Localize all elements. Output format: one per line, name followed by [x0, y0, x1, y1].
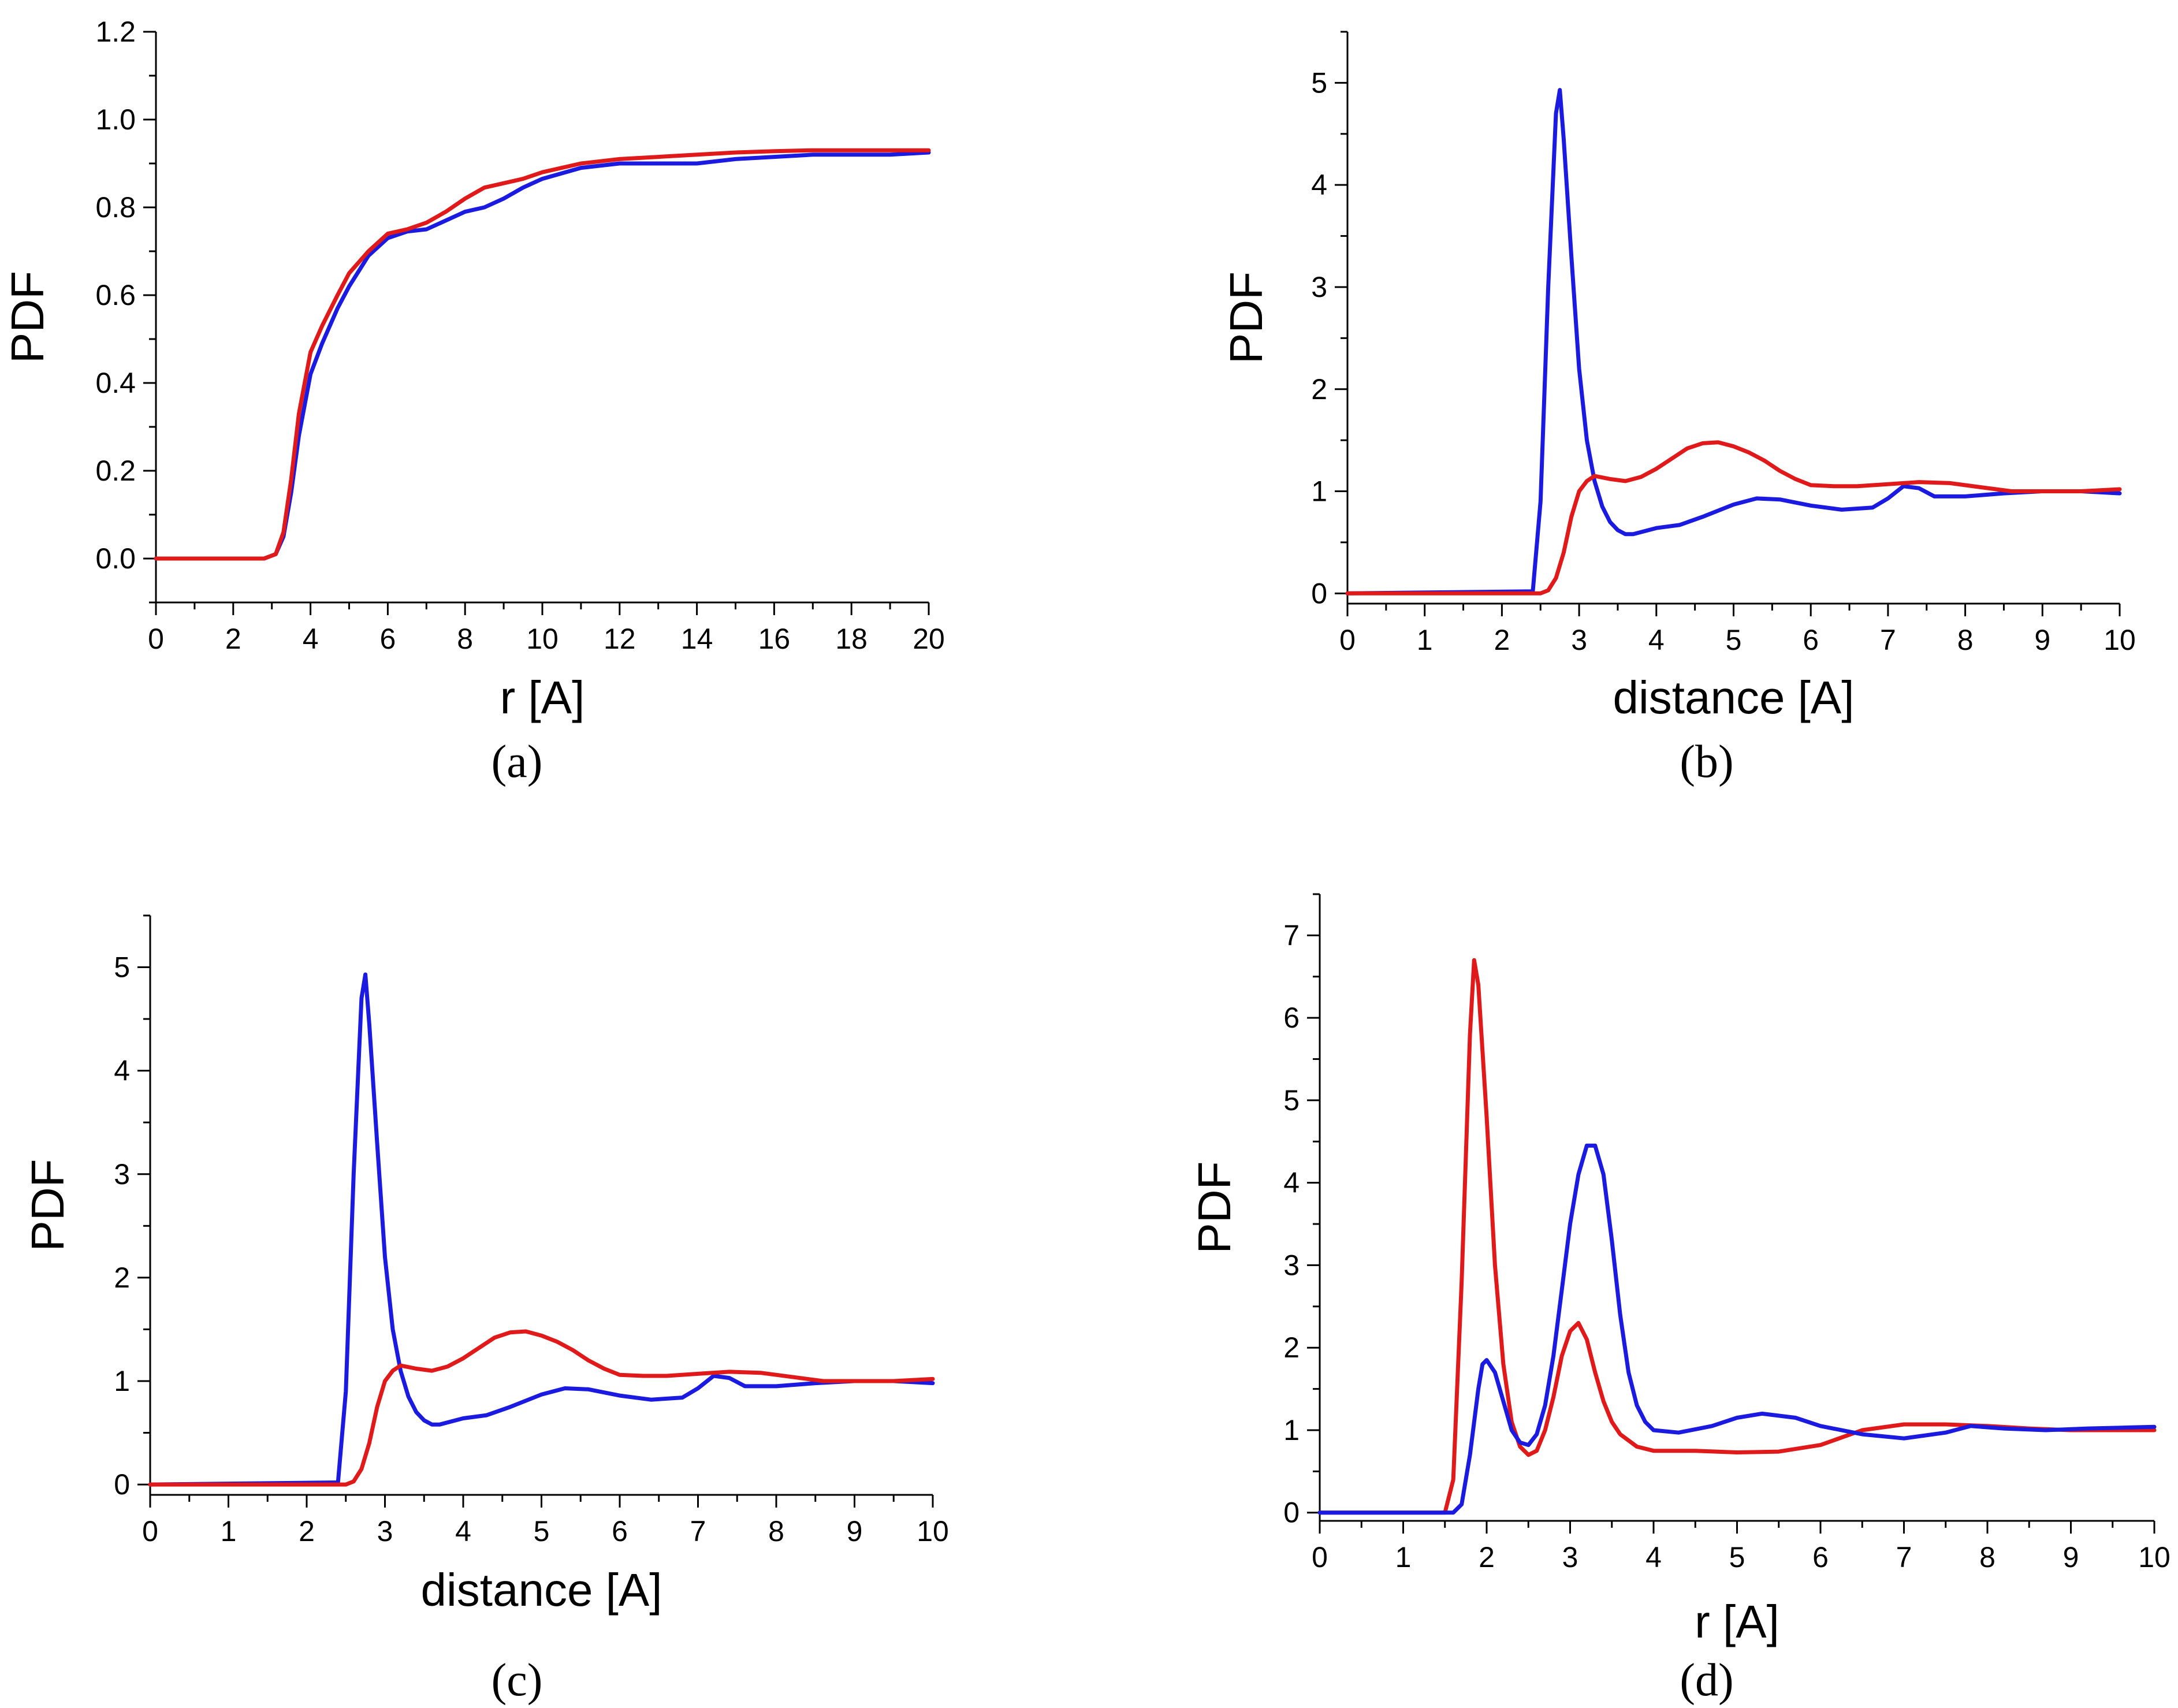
- x-tick-label: 4: [455, 1515, 471, 1547]
- x-axis-title: distance [A]: [1613, 672, 1854, 723]
- x-tick-label: 3: [1562, 1541, 1578, 1573]
- panel-label: (b): [1680, 736, 1733, 787]
- y-tick-label: 0.2: [95, 455, 136, 487]
- x-tick-label: 10: [2138, 1541, 2170, 1573]
- panel-label: (a): [492, 736, 543, 787]
- y-tick-label: 0: [114, 1468, 130, 1501]
- y-tick-label: 0.8: [95, 191, 136, 224]
- y-tick-label: 1.0: [95, 103, 136, 136]
- x-axis-title: distance [A]: [420, 1564, 662, 1616]
- series-line-red: [1317, 958, 2157, 1515]
- chart-panel-d: 0 1 2 3 4 5 6 7 8 9 10 0 1 2 3 4 5 6 7 r [A] PDF (d): [1189, 893, 2170, 1706]
- x-tick-label: 9: [847, 1515, 863, 1547]
- x-tick-label: 0: [148, 623, 164, 655]
- series-line-blue: [1345, 88, 2122, 596]
- x-tick-label: 5: [534, 1515, 550, 1547]
- x-tick-label: 2: [1479, 1541, 1495, 1573]
- x-tick-label: 0: [1339, 624, 1356, 656]
- y-tick-label: 4: [1283, 1167, 1300, 1199]
- x-tick-label: 8: [1979, 1541, 1995, 1573]
- series-line-red: [148, 1329, 935, 1487]
- x-tick-label: 7: [690, 1515, 706, 1547]
- x-tick-label: 20: [913, 623, 945, 655]
- series-line-blue: [154, 150, 931, 561]
- y-axis-title: PDF: [1220, 271, 1272, 364]
- y-tick-label: 3: [1311, 271, 1327, 303]
- x-tick-label: 6: [1803, 624, 1819, 656]
- x-tick-label: 3: [377, 1515, 393, 1547]
- y-tick-label: 1: [114, 1365, 130, 1397]
- y-tick-label: 0: [1283, 1497, 1300, 1529]
- x-tick-label: 4: [1645, 1541, 1662, 1573]
- chart-panel-c: 0 1 2 3 4 5 6 7 8 9 10 0 1 2 3 4 5 distance [A] PDF (c): [22, 914, 949, 1706]
- x-tick-label: 4: [303, 623, 319, 655]
- y-tick-label: 6: [1283, 1002, 1300, 1034]
- x-tick-label: 8: [768, 1515, 784, 1547]
- y-tick-label: 5: [114, 951, 130, 984]
- y-tick-label: 0: [1311, 577, 1327, 609]
- panel-label: (c): [492, 1655, 543, 1706]
- chart-panel-b: 0 1 2 3 4 5 6 7 8 9 10 0 1 2 3 4 5 distance [A] PDF (b): [1220, 31, 2136, 787]
- y-tick-label: 5: [1311, 66, 1327, 99]
- y-tick-label: 0.6: [95, 279, 136, 311]
- x-tick-label: 1: [1417, 624, 1433, 656]
- y-tick-label: 1.2: [95, 16, 136, 48]
- y-tick-label: 2: [1283, 1331, 1300, 1364]
- y-tick-label: 3: [114, 1158, 130, 1190]
- x-tick-label: 2: [299, 1515, 315, 1547]
- x-tick-label: 3: [1571, 624, 1587, 656]
- x-tick-label: 12: [604, 623, 636, 655]
- y-tick-label: 1: [1311, 475, 1327, 508]
- y-tick-label: 2: [1311, 373, 1327, 405]
- x-tick-label: 0: [142, 1515, 158, 1547]
- x-axis-title: r [A]: [500, 672, 585, 723]
- x-tick-label: 6: [612, 1515, 628, 1547]
- x-tick-label: 2: [1494, 624, 1510, 656]
- y-tick-label: 5: [1283, 1084, 1300, 1117]
- x-tick-label: 1: [1395, 1541, 1412, 1573]
- chart-panel-a: 0 2 4 6 8 10 12 14 16 18 20 0.0 0.2 0.4 0.6 0.8 1.0 1.2 r …: [2, 16, 945, 787]
- x-tick-label: 7: [1896, 1541, 1912, 1573]
- x-tick-label: 6: [379, 623, 396, 655]
- x-axis-title: r [A]: [1695, 1596, 1779, 1647]
- y-tick-label: 3: [1283, 1249, 1300, 1281]
- x-tick-label: 14: [681, 623, 713, 655]
- y-axis-title: PDF: [1189, 1162, 1240, 1254]
- x-tick-label: 0: [1312, 1541, 1328, 1573]
- x-tick-label: 9: [2063, 1541, 2079, 1573]
- series-line-blue: [1317, 1143, 2157, 1515]
- series-line-red: [154, 148, 931, 561]
- panel-label: (d): [1680, 1655, 1733, 1706]
- series-line-blue: [148, 972, 935, 1487]
- x-tick-label: 5: [1726, 624, 1742, 656]
- x-tick-label: 10: [917, 1515, 949, 1547]
- y-tick-label: 2: [114, 1262, 130, 1294]
- x-tick-label: 4: [1648, 624, 1665, 656]
- x-tick-label: 16: [758, 623, 791, 655]
- series-line-red: [1345, 440, 2122, 596]
- x-tick-label: 6: [1812, 1541, 1829, 1573]
- y-tick-label: 7: [1283, 919, 1300, 951]
- x-tick-label: 2: [225, 623, 241, 655]
- y-tick-label: 4: [114, 1055, 130, 1087]
- x-tick-label: 8: [457, 623, 473, 655]
- y-tick-label: 0.0: [95, 542, 136, 575]
- x-tick-label: 9: [2034, 624, 2050, 656]
- x-tick-label: 7: [1880, 624, 1896, 656]
- x-tick-label: 1: [221, 1515, 237, 1547]
- y-tick-label: 1: [1283, 1414, 1300, 1446]
- y-axis-title: PDF: [2, 271, 53, 363]
- x-tick-label: 18: [835, 623, 868, 655]
- x-tick-label: 10: [526, 623, 559, 655]
- x-tick-label: 5: [1729, 1541, 1745, 1573]
- y-tick-label: 4: [1311, 169, 1327, 201]
- x-tick-label: 10: [2103, 624, 2136, 656]
- x-tick-label: 8: [1957, 624, 1974, 656]
- y-tick-label: 0.4: [95, 367, 136, 399]
- y-axis-title: PDF: [22, 1159, 73, 1252]
